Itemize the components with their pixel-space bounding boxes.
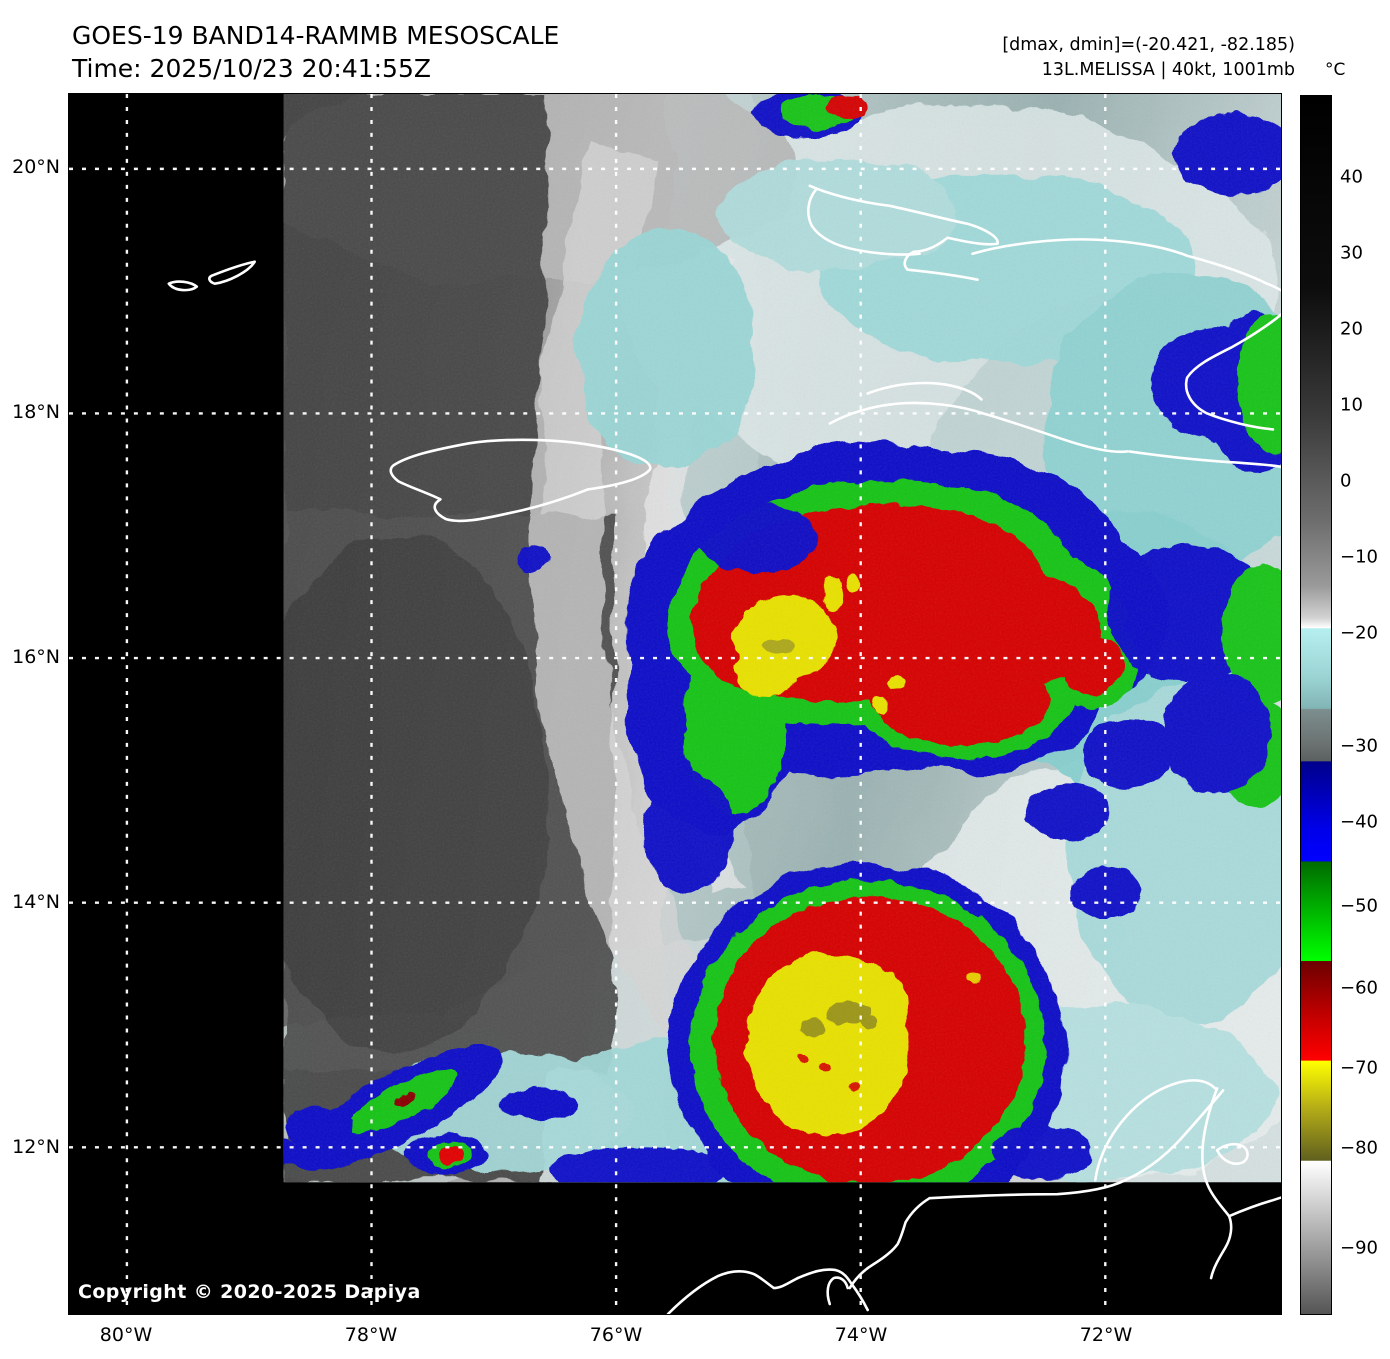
ytick-label-16N: 16°N [12,646,60,668]
coastline-venezuela-east [1227,1196,1281,1218]
coastline-maracaibo-east [1201,1087,1233,1280]
page-title: GOES-19 BAND14-RAMMB MESOSCALE Time: 202… [72,20,559,85]
coastline-hispaniola-north [808,184,999,281]
coastline-haiti-bay [866,381,983,401]
ytick-label-12N: 12°N [12,1136,60,1158]
colorbar-tick--90: −90 [1340,1237,1378,1259]
colorbar-unit-label: °C [1325,60,1346,80]
coastlines [167,184,1281,1314]
colorbar-tick--80: −80 [1340,1137,1378,1159]
ytick-label-18N: 18°N [12,401,60,423]
colorbar-tick-20: 20 [1340,318,1363,340]
coastline-jamaica [389,438,652,523]
satellite-map[interactable] [68,93,1282,1315]
coastline-guajira [848,1196,931,1290]
coastline-guajira-bay-1 [826,1276,850,1306]
data-range-annotation: [dmax, dmin]=(-20.421, -82.185) 13L.MELI… [1002,33,1295,82]
colorbar-tick--70: −70 [1340,1057,1378,1079]
colorbar-tick-0: 0 [1340,470,1352,492]
colorbar-tick--40: −40 [1340,811,1378,833]
storm-info-text: 13L.MELISSA | 40kt, 1001mb [1041,59,1295,80]
ytick-label-14N: 14°N [12,891,60,913]
coastline-grand-cayman [208,260,256,285]
colorbar-tick-10: 10 [1340,394,1363,416]
ytick-label-20N: 20°N [12,156,60,178]
xtick-label-80W: 80°W [99,1324,153,1346]
xtick-label-76W: 76°W [589,1324,643,1346]
title-line-2: Time: 2025/10/23 20:41:55Z [72,53,431,83]
copyright-notice: Copyright © 2020-2025 Dapiya [78,1281,421,1303]
xtick-label-78W: 78°W [344,1324,398,1346]
colorbar-tick--50: −50 [1340,895,1378,917]
graticule [69,94,1281,1314]
coastline-dr-south [1127,450,1281,469]
title-line-1: GOES-19 BAND14-RAMMB MESOSCALE [72,21,560,50]
satellite-image-canvas [69,94,1281,1314]
colorbar[interactable] [1300,95,1332,1315]
xtick-label-74W: 74°W [834,1324,888,1346]
coastline-colombia-mid [796,1268,869,1312]
coastline-maracaibo-west [1094,1079,1217,1182]
colorbar-tick--20: −20 [1340,622,1378,644]
colorbar-tick-40: 40 [1340,166,1363,188]
dmax-dmin-text: [dmax, dmin]=(-20.421, -82.185) [1002,35,1295,55]
coastline-venezuela-gulf [928,1089,1225,1200]
colorbar-tick--10: −10 [1340,546,1378,568]
coastline-dominican-east [1184,312,1281,431]
mesoscale-sector [283,94,1281,1183]
coastline-colombia-west [666,1270,800,1314]
coastline-maracaibo-inlet [1215,1142,1249,1166]
coastline-dominican-north [971,238,1281,292]
colorbar-gradient [1301,96,1331,1314]
coastline-cayman-brac [167,280,199,292]
colorbar-tick--30: −30 [1340,735,1378,757]
xtick-label-72W: 72°W [1079,1324,1133,1346]
coastline-haiti-south [828,401,1129,454]
colorbar-tick-30: 30 [1340,242,1363,264]
coastline-haiti-nw [807,188,921,256]
colorbar-tick--60: −60 [1340,977,1378,999]
